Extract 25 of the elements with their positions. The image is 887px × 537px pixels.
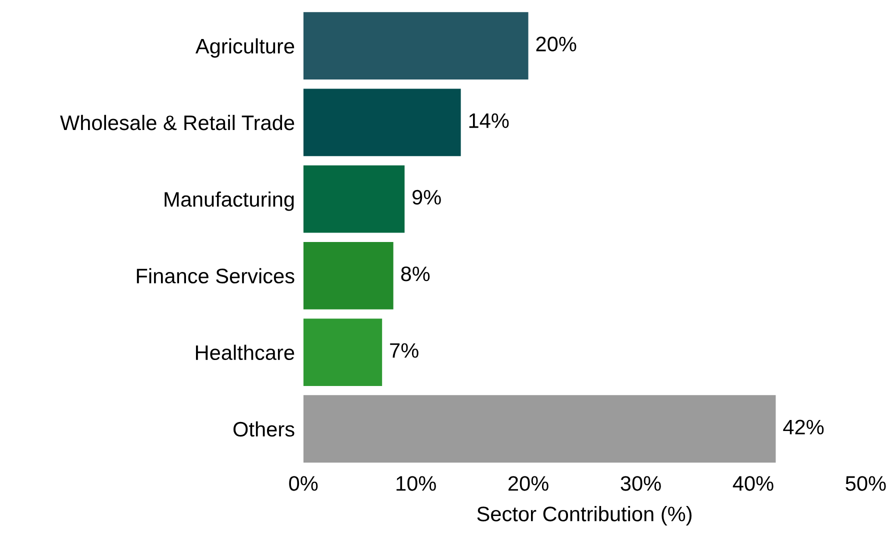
data-label: 8% — [401, 266, 430, 282]
bar — [303, 88, 461, 156]
x-tick-label: 10% — [396, 476, 436, 491]
x-tick-label: 20% — [508, 476, 548, 491]
y-tick-label: Healthcare — [196, 344, 294, 360]
x-tick-label: 0% — [289, 476, 318, 491]
bar — [303, 12, 528, 80]
bar — [303, 165, 405, 233]
x-tick-label: 50% — [846, 476, 886, 491]
y-tick-label: Manufacturing — [164, 192, 294, 211]
data-label: 42% — [783, 420, 824, 434]
bar — [303, 318, 382, 386]
data-label: 7% — [390, 343, 418, 358]
bar — [303, 395, 776, 463]
data-label: 20% — [536, 36, 576, 52]
x-tick-label: 30% — [620, 476, 661, 491]
data-label: 14% — [469, 113, 509, 128]
y-tick-label: Wholesale & Retail Trade — [60, 114, 294, 130]
x-tick-label: 40% — [732, 476, 774, 491]
bar — [303, 242, 394, 310]
y-tick-label: Agriculture — [195, 38, 294, 58]
x-axis-title: Sector Contribution (%) — [477, 506, 692, 526]
y-tick-label: Others — [233, 421, 294, 437]
data-label: 9% — [412, 190, 441, 205]
y-tick-label: Finance Services — [136, 268, 294, 284]
